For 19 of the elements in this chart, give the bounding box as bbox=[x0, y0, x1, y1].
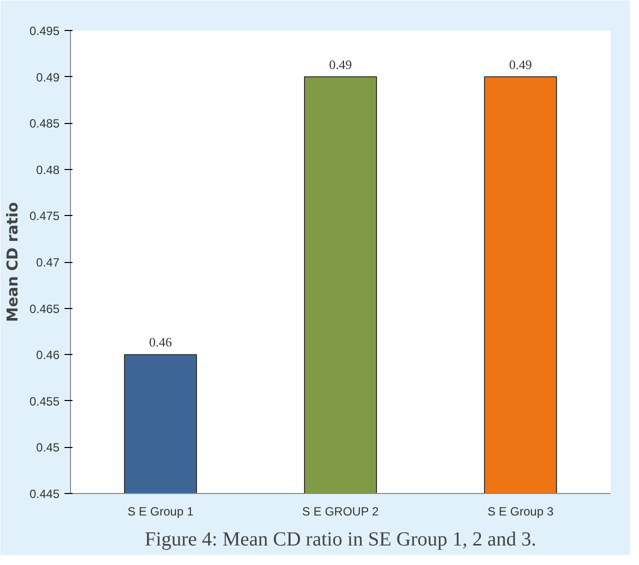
y-tick-label: 0.485 bbox=[29, 116, 60, 131]
data-label: 0.46 bbox=[149, 334, 172, 350]
data-label: 0.49 bbox=[329, 56, 352, 72]
y-tick-label: 0.495 bbox=[29, 24, 60, 38]
y-tick-label: 0.48 bbox=[36, 162, 60, 177]
y-tick-label: 0.475 bbox=[29, 209, 60, 224]
y-tick-label: 0.47 bbox=[36, 256, 60, 270]
y-tick-label: 0.49 bbox=[36, 70, 60, 84]
y-tick-label: 0.465 bbox=[29, 302, 60, 316]
x-tick-label: S E GROUP 2 bbox=[302, 504, 379, 518]
x-tick-label: S E Group 3 bbox=[487, 504, 554, 518]
y-axis-title: Mean CD ratio bbox=[3, 202, 22, 322]
y-tick-label: 0.455 bbox=[29, 394, 60, 408]
caption: Figure 4: Mean CD ratio in SE Group 1, 2 and 3. bbox=[144, 528, 536, 550]
x-tick-label: S E Group 1 bbox=[127, 504, 194, 518]
data-label: 0.49 bbox=[509, 56, 532, 72]
y-tick-label: 0.445 bbox=[29, 487, 60, 501]
y-tick-label: 0.45 bbox=[36, 440, 60, 455]
y-tick-label: 0.46 bbox=[36, 348, 60, 362]
